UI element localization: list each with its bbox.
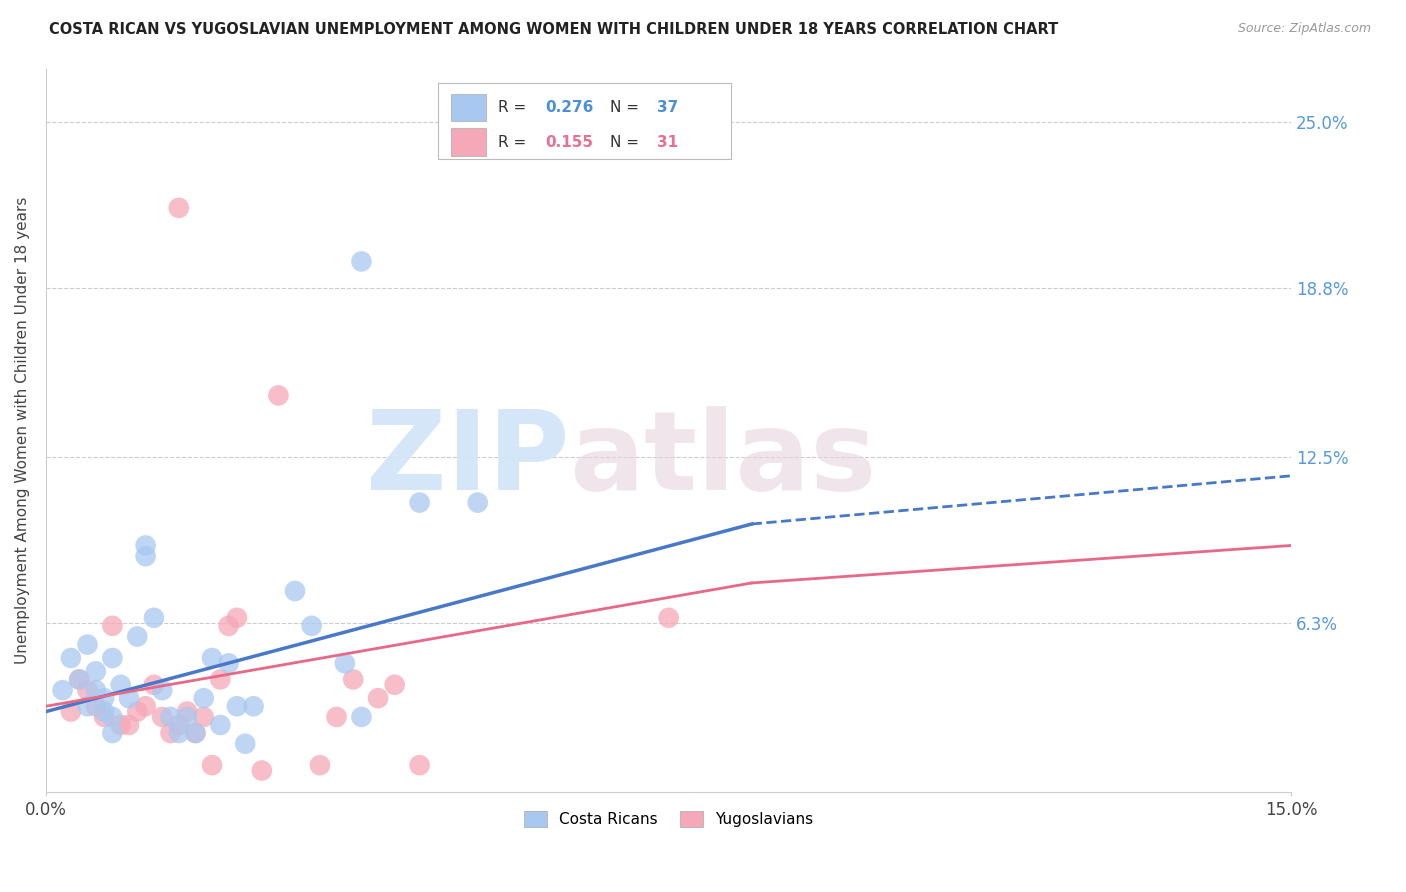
Point bbox=[201, 758, 224, 772]
Point bbox=[184, 726, 207, 740]
Point bbox=[84, 683, 107, 698]
Point bbox=[167, 718, 190, 732]
Text: R =: R = bbox=[498, 100, 531, 115]
Text: 0.276: 0.276 bbox=[546, 100, 593, 115]
Point bbox=[110, 718, 132, 732]
Bar bbox=[451, 128, 485, 156]
Text: 0.155: 0.155 bbox=[546, 135, 593, 150]
Point bbox=[350, 710, 373, 724]
Point bbox=[118, 691, 141, 706]
Point bbox=[226, 611, 249, 625]
Point bbox=[384, 678, 406, 692]
Point bbox=[218, 657, 240, 671]
Point bbox=[101, 619, 124, 633]
Point bbox=[52, 683, 75, 698]
Point bbox=[101, 651, 124, 665]
Text: N =: N = bbox=[610, 100, 644, 115]
Point bbox=[150, 710, 173, 724]
Point bbox=[218, 619, 240, 633]
Point bbox=[408, 495, 430, 509]
Text: N =: N = bbox=[610, 135, 644, 150]
Point bbox=[67, 673, 90, 687]
Point bbox=[325, 710, 347, 724]
Point bbox=[110, 678, 132, 692]
Point bbox=[184, 726, 207, 740]
Point bbox=[209, 718, 232, 732]
Point bbox=[93, 691, 115, 706]
Point bbox=[309, 758, 332, 772]
Point bbox=[176, 705, 198, 719]
Point bbox=[233, 737, 256, 751]
Point bbox=[127, 705, 149, 719]
Point bbox=[142, 611, 165, 625]
Point bbox=[193, 691, 215, 706]
Text: ZIP: ZIP bbox=[366, 406, 569, 513]
Point bbox=[176, 710, 198, 724]
Text: Source: ZipAtlas.com: Source: ZipAtlas.com bbox=[1237, 22, 1371, 36]
Point bbox=[135, 538, 157, 552]
Point bbox=[101, 726, 124, 740]
Text: COSTA RICAN VS YUGOSLAVIAN UNEMPLOYMENT AMONG WOMEN WITH CHILDREN UNDER 18 YEARS: COSTA RICAN VS YUGOSLAVIAN UNEMPLOYMENT … bbox=[49, 22, 1059, 37]
Point bbox=[142, 678, 165, 692]
Point bbox=[150, 683, 173, 698]
Point bbox=[76, 699, 98, 714]
Point bbox=[67, 673, 90, 687]
Point bbox=[333, 657, 356, 671]
Point bbox=[76, 683, 98, 698]
Point bbox=[193, 710, 215, 724]
Point bbox=[301, 619, 323, 633]
Point bbox=[467, 495, 489, 509]
Point bbox=[284, 584, 307, 599]
Text: 31: 31 bbox=[658, 135, 679, 150]
Point bbox=[159, 726, 181, 740]
Legend: Costa Ricans, Yugoslavians: Costa Ricans, Yugoslavians bbox=[516, 804, 821, 835]
Point bbox=[209, 673, 232, 687]
Y-axis label: Unemployment Among Women with Children Under 18 years: Unemployment Among Women with Children U… bbox=[15, 196, 30, 664]
Point bbox=[84, 665, 107, 679]
Point bbox=[408, 758, 430, 772]
Point bbox=[135, 699, 157, 714]
Point bbox=[226, 699, 249, 714]
Text: atlas: atlas bbox=[569, 406, 876, 513]
Point bbox=[93, 705, 115, 719]
Point bbox=[118, 718, 141, 732]
Point bbox=[59, 651, 82, 665]
Point bbox=[84, 699, 107, 714]
Point bbox=[350, 254, 373, 268]
Point bbox=[201, 651, 224, 665]
Text: 37: 37 bbox=[658, 100, 679, 115]
Point bbox=[101, 710, 124, 724]
Bar bbox=[451, 94, 485, 121]
Point bbox=[76, 638, 98, 652]
Point bbox=[127, 630, 149, 644]
Point bbox=[167, 201, 190, 215]
Text: R =: R = bbox=[498, 135, 531, 150]
Point bbox=[250, 764, 273, 778]
Point bbox=[342, 673, 364, 687]
Point bbox=[658, 611, 681, 625]
Point bbox=[367, 691, 389, 706]
Point bbox=[267, 388, 290, 402]
FancyBboxPatch shape bbox=[439, 83, 731, 159]
Point bbox=[159, 710, 181, 724]
Point bbox=[242, 699, 264, 714]
Point bbox=[135, 549, 157, 564]
Point bbox=[59, 705, 82, 719]
Point bbox=[93, 710, 115, 724]
Point bbox=[167, 726, 190, 740]
